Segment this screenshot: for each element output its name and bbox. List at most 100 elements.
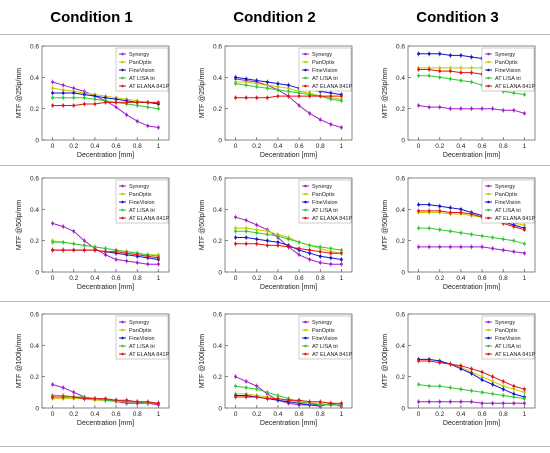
data-point [125,101,129,104]
data-point [265,86,269,90]
x-tick-label: 0 [234,411,238,418]
data-point [287,90,290,93]
data-point [318,400,322,404]
data-point [114,105,118,109]
data-point [523,111,526,115]
data-point [470,107,473,111]
legend-marker [121,76,124,80]
data-point [417,359,420,363]
data-point [72,86,76,90]
data-point [82,239,86,243]
data-point [470,212,473,216]
data-point [255,395,259,399]
x-axis-label: Decentration [mm] [260,420,317,427]
data-point [427,52,431,56]
data-point [308,111,312,115]
data-point [135,400,139,404]
x-tick-label: 0.8 [316,275,325,282]
legend-marker [121,60,124,64]
chart-panel-4: 0 0.2 0.4 0.6 0 0.2 0.4 0.6 0.8 1 Decentration [mm… [16,176,169,292]
legend-entry: Synergy [312,320,332,326]
y-tick-label: 0.6 [396,44,405,51]
data-point [255,82,259,85]
data-point [501,248,505,252]
y-axis-label: MTF @50lp/mm [16,200,23,250]
data-point [276,94,280,98]
data-point [523,390,526,394]
data-point [72,229,76,233]
x-tick-label: 1 [340,275,344,282]
legend-entry: Synergy [312,52,332,58]
legend-entry: Synergy [495,52,515,58]
y-tick-label: 0 [218,138,222,145]
legend-marker [121,52,124,56]
x-tick-label: 0.6 [478,411,487,418]
data-point [448,107,452,111]
legend-marker [121,352,124,356]
data-point [491,401,495,405]
data-point [448,229,452,233]
data-point [297,104,301,107]
data-point [417,209,420,213]
data-point [157,101,160,104]
data-point [512,387,516,391]
data-point [329,247,333,250]
data-point [297,91,301,95]
legend-marker [304,208,307,212]
data-point [427,105,431,109]
data-point [255,228,259,232]
data-point [244,386,248,390]
legend-marker [487,320,490,324]
data-point [255,231,259,235]
data-point [157,126,160,129]
x-tick-label: 1 [340,411,344,418]
legend-entry: PanOptix [312,192,335,198]
data-point [146,262,150,266]
header-condition-2: Condition 2 [233,9,316,26]
data-point [287,245,290,249]
data-point [308,243,312,247]
data-point [82,397,86,400]
legend-entry: AT ELANA 841P [312,352,352,358]
data-point [329,94,333,98]
data-point [470,66,473,70]
data-point [93,397,97,400]
legend-entry: FineVision [312,68,338,74]
data-point [234,226,237,230]
data-point [51,104,54,107]
data-point [93,94,97,98]
data-point [470,367,473,371]
data-point [427,226,431,230]
data-point [234,75,237,79]
legend-entry: PanOptix [495,328,518,334]
data-point [480,378,484,382]
data-point [470,389,473,393]
y-tick-label: 0.4 [213,75,222,82]
y-tick-label: 0.6 [30,44,39,51]
data-point [448,362,452,366]
y-tick-label: 0.4 [396,75,405,82]
data-point [287,83,290,87]
data-point [157,401,160,405]
legend-entry: AT LISA tri [312,76,338,82]
y-axis-label: MTF @100lp/mm [199,334,206,388]
x-tick-label: 0.4 [456,275,465,282]
data-point [512,392,516,396]
legend-entry: AT ELANA 841P [129,84,169,90]
data-point [125,251,129,255]
data-point [417,226,420,230]
legend-entry: FineVision [495,68,521,74]
legend-marker [304,192,307,196]
data-point [459,364,463,368]
legend-marker [121,344,124,348]
legend-entry: PanOptix [495,192,518,198]
legend-marker [304,68,307,72]
legend-entry: Synergy [129,184,149,190]
data-point [438,384,442,388]
data-point [72,395,76,399]
data-point [512,250,516,254]
legend-marker [121,84,124,88]
data-point [244,83,248,87]
data-point [318,250,322,254]
legend-entry: Synergy [312,184,332,190]
